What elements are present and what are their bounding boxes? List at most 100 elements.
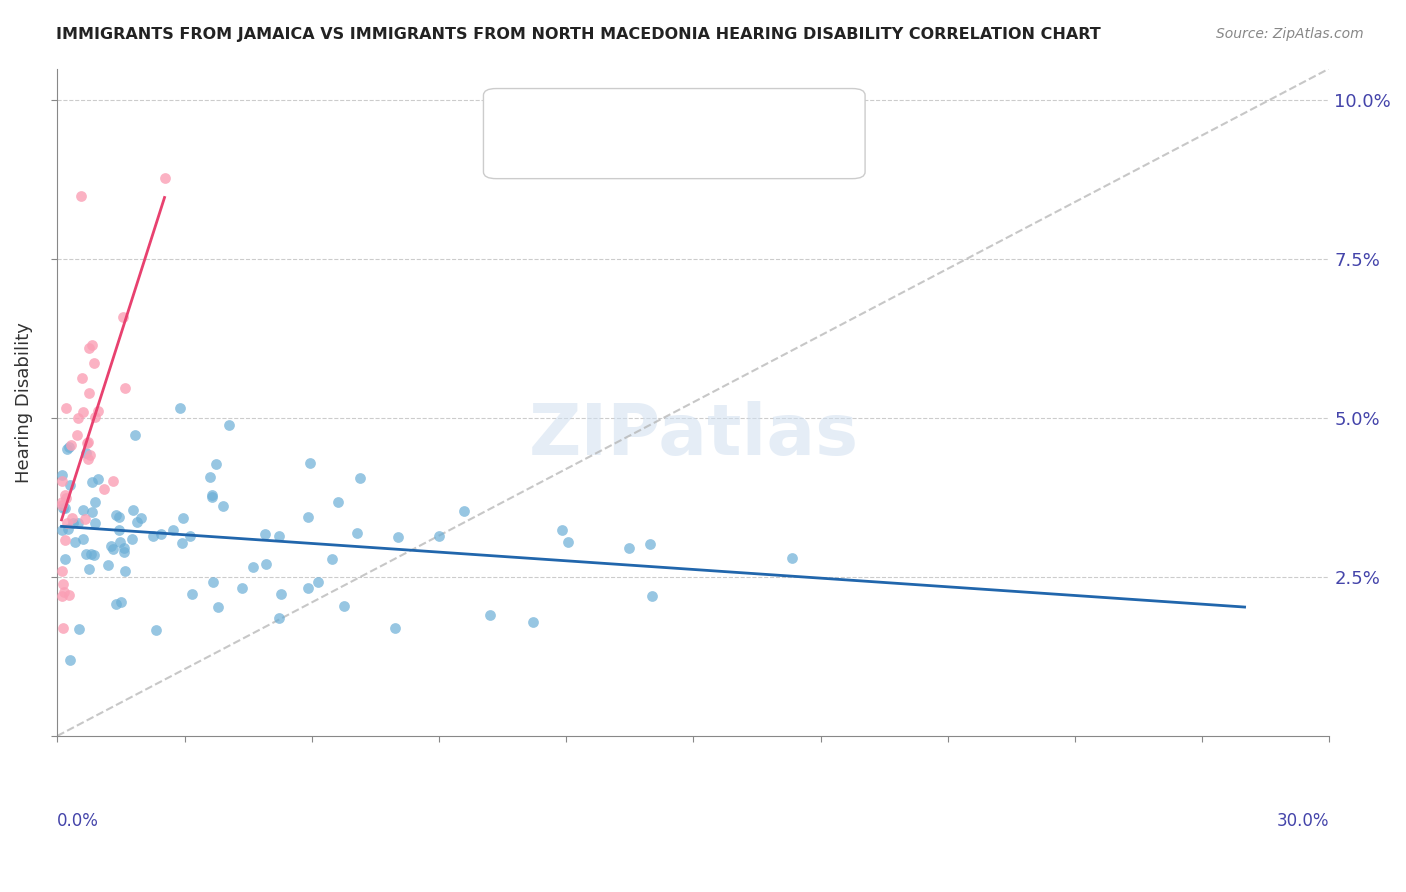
Point — [782, 551, 804, 566]
Point — [124, 428, 146, 442]
Point — [617, 541, 640, 555]
Point — [557, 534, 579, 549]
Point — [550, 523, 572, 537]
Point — [87, 472, 110, 486]
Point — [114, 564, 136, 578]
Point — [321, 552, 343, 566]
Point — [56, 516, 79, 530]
Point — [104, 597, 127, 611]
Point — [453, 504, 475, 518]
Point — [51, 475, 73, 489]
Point — [121, 532, 143, 546]
Point — [83, 356, 105, 370]
Point — [53, 533, 76, 547]
Point — [129, 511, 152, 525]
Point — [270, 586, 292, 600]
Point — [80, 547, 103, 561]
Point — [125, 515, 148, 529]
Point — [77, 386, 100, 401]
Point — [51, 576, 73, 591]
Point — [72, 532, 94, 546]
Point — [242, 559, 264, 574]
Point — [51, 468, 73, 483]
Point — [51, 495, 73, 509]
Point — [145, 623, 167, 637]
Point — [202, 574, 225, 589]
Point — [103, 542, 125, 557]
Point — [51, 564, 73, 578]
Point — [267, 611, 290, 625]
Point — [62, 516, 84, 530]
Point — [66, 428, 89, 442]
Point — [269, 529, 291, 543]
Point — [55, 401, 77, 416]
Point — [76, 435, 98, 450]
Point — [173, 511, 195, 525]
Point — [58, 522, 80, 536]
Point — [638, 537, 661, 551]
Point — [142, 529, 165, 543]
Point — [104, 508, 127, 522]
Point — [83, 549, 105, 563]
Point — [478, 607, 501, 622]
Point — [153, 171, 176, 186]
Point — [110, 595, 132, 609]
Point — [79, 448, 101, 462]
Point — [114, 381, 136, 395]
Y-axis label: Hearing Disability: Hearing Disability — [15, 322, 32, 483]
Point — [60, 510, 83, 524]
Point — [51, 498, 73, 512]
Point — [59, 653, 82, 667]
Point — [297, 581, 319, 595]
Point — [333, 599, 356, 613]
Point — [63, 535, 86, 549]
Point — [201, 488, 224, 502]
Point — [387, 530, 409, 544]
Point — [53, 487, 76, 501]
Point — [522, 615, 544, 629]
Point — [297, 510, 319, 524]
Point — [77, 435, 100, 450]
Point — [201, 490, 224, 504]
Point — [346, 525, 368, 540]
Point — [169, 401, 191, 416]
Point — [70, 188, 93, 202]
Point — [198, 470, 221, 484]
Point — [231, 581, 253, 595]
Point — [93, 482, 115, 496]
Point — [384, 621, 406, 635]
Point — [162, 523, 184, 537]
Point — [254, 558, 277, 572]
Point — [77, 562, 100, 576]
Point — [75, 547, 97, 561]
Point — [56, 442, 79, 456]
Point — [212, 500, 235, 514]
Point — [108, 509, 131, 524]
Point — [59, 438, 82, 452]
Point — [52, 585, 75, 599]
Point — [299, 456, 322, 470]
Point — [170, 536, 193, 550]
Point — [326, 494, 349, 508]
Point — [87, 404, 110, 418]
Point — [77, 341, 100, 355]
Point — [112, 544, 135, 558]
Point — [53, 552, 76, 566]
Point — [84, 516, 107, 531]
Point — [80, 504, 103, 518]
Point — [52, 501, 75, 516]
Point — [103, 474, 125, 488]
Text: 0.0%: 0.0% — [58, 813, 100, 830]
Point — [179, 529, 201, 543]
Point — [67, 622, 90, 636]
Point — [121, 503, 143, 517]
Point — [67, 516, 90, 530]
Point — [205, 458, 228, 472]
Point — [112, 310, 135, 324]
Point — [58, 440, 80, 454]
Point — [427, 529, 450, 543]
Point — [640, 590, 662, 604]
Point — [112, 541, 135, 555]
Point — [72, 502, 94, 516]
Point — [349, 471, 371, 485]
